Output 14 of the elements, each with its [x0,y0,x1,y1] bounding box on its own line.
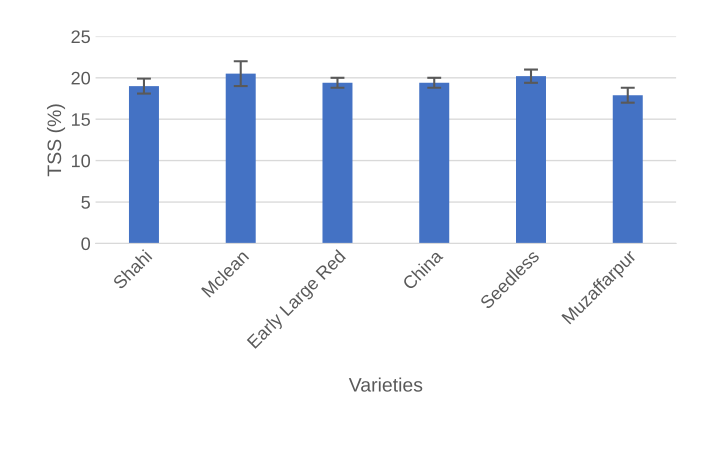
bar [128,86,159,244]
y-axis-title: TSS (%) [46,104,66,176]
x-axis-title: Varieties [348,377,422,392]
y-tick-label: 5 [81,196,90,209]
bar [612,95,643,244]
y-tick-label: 20 [72,72,90,85]
y-tick-label: 0 [81,237,90,250]
y-tick-label: 25 [72,30,90,44]
bar [322,82,352,244]
bar [226,74,256,244]
y-tick-label: 15 [72,113,90,126]
bar [516,76,546,244]
y-tick-label: 10 [72,154,90,168]
bar [419,82,450,244]
